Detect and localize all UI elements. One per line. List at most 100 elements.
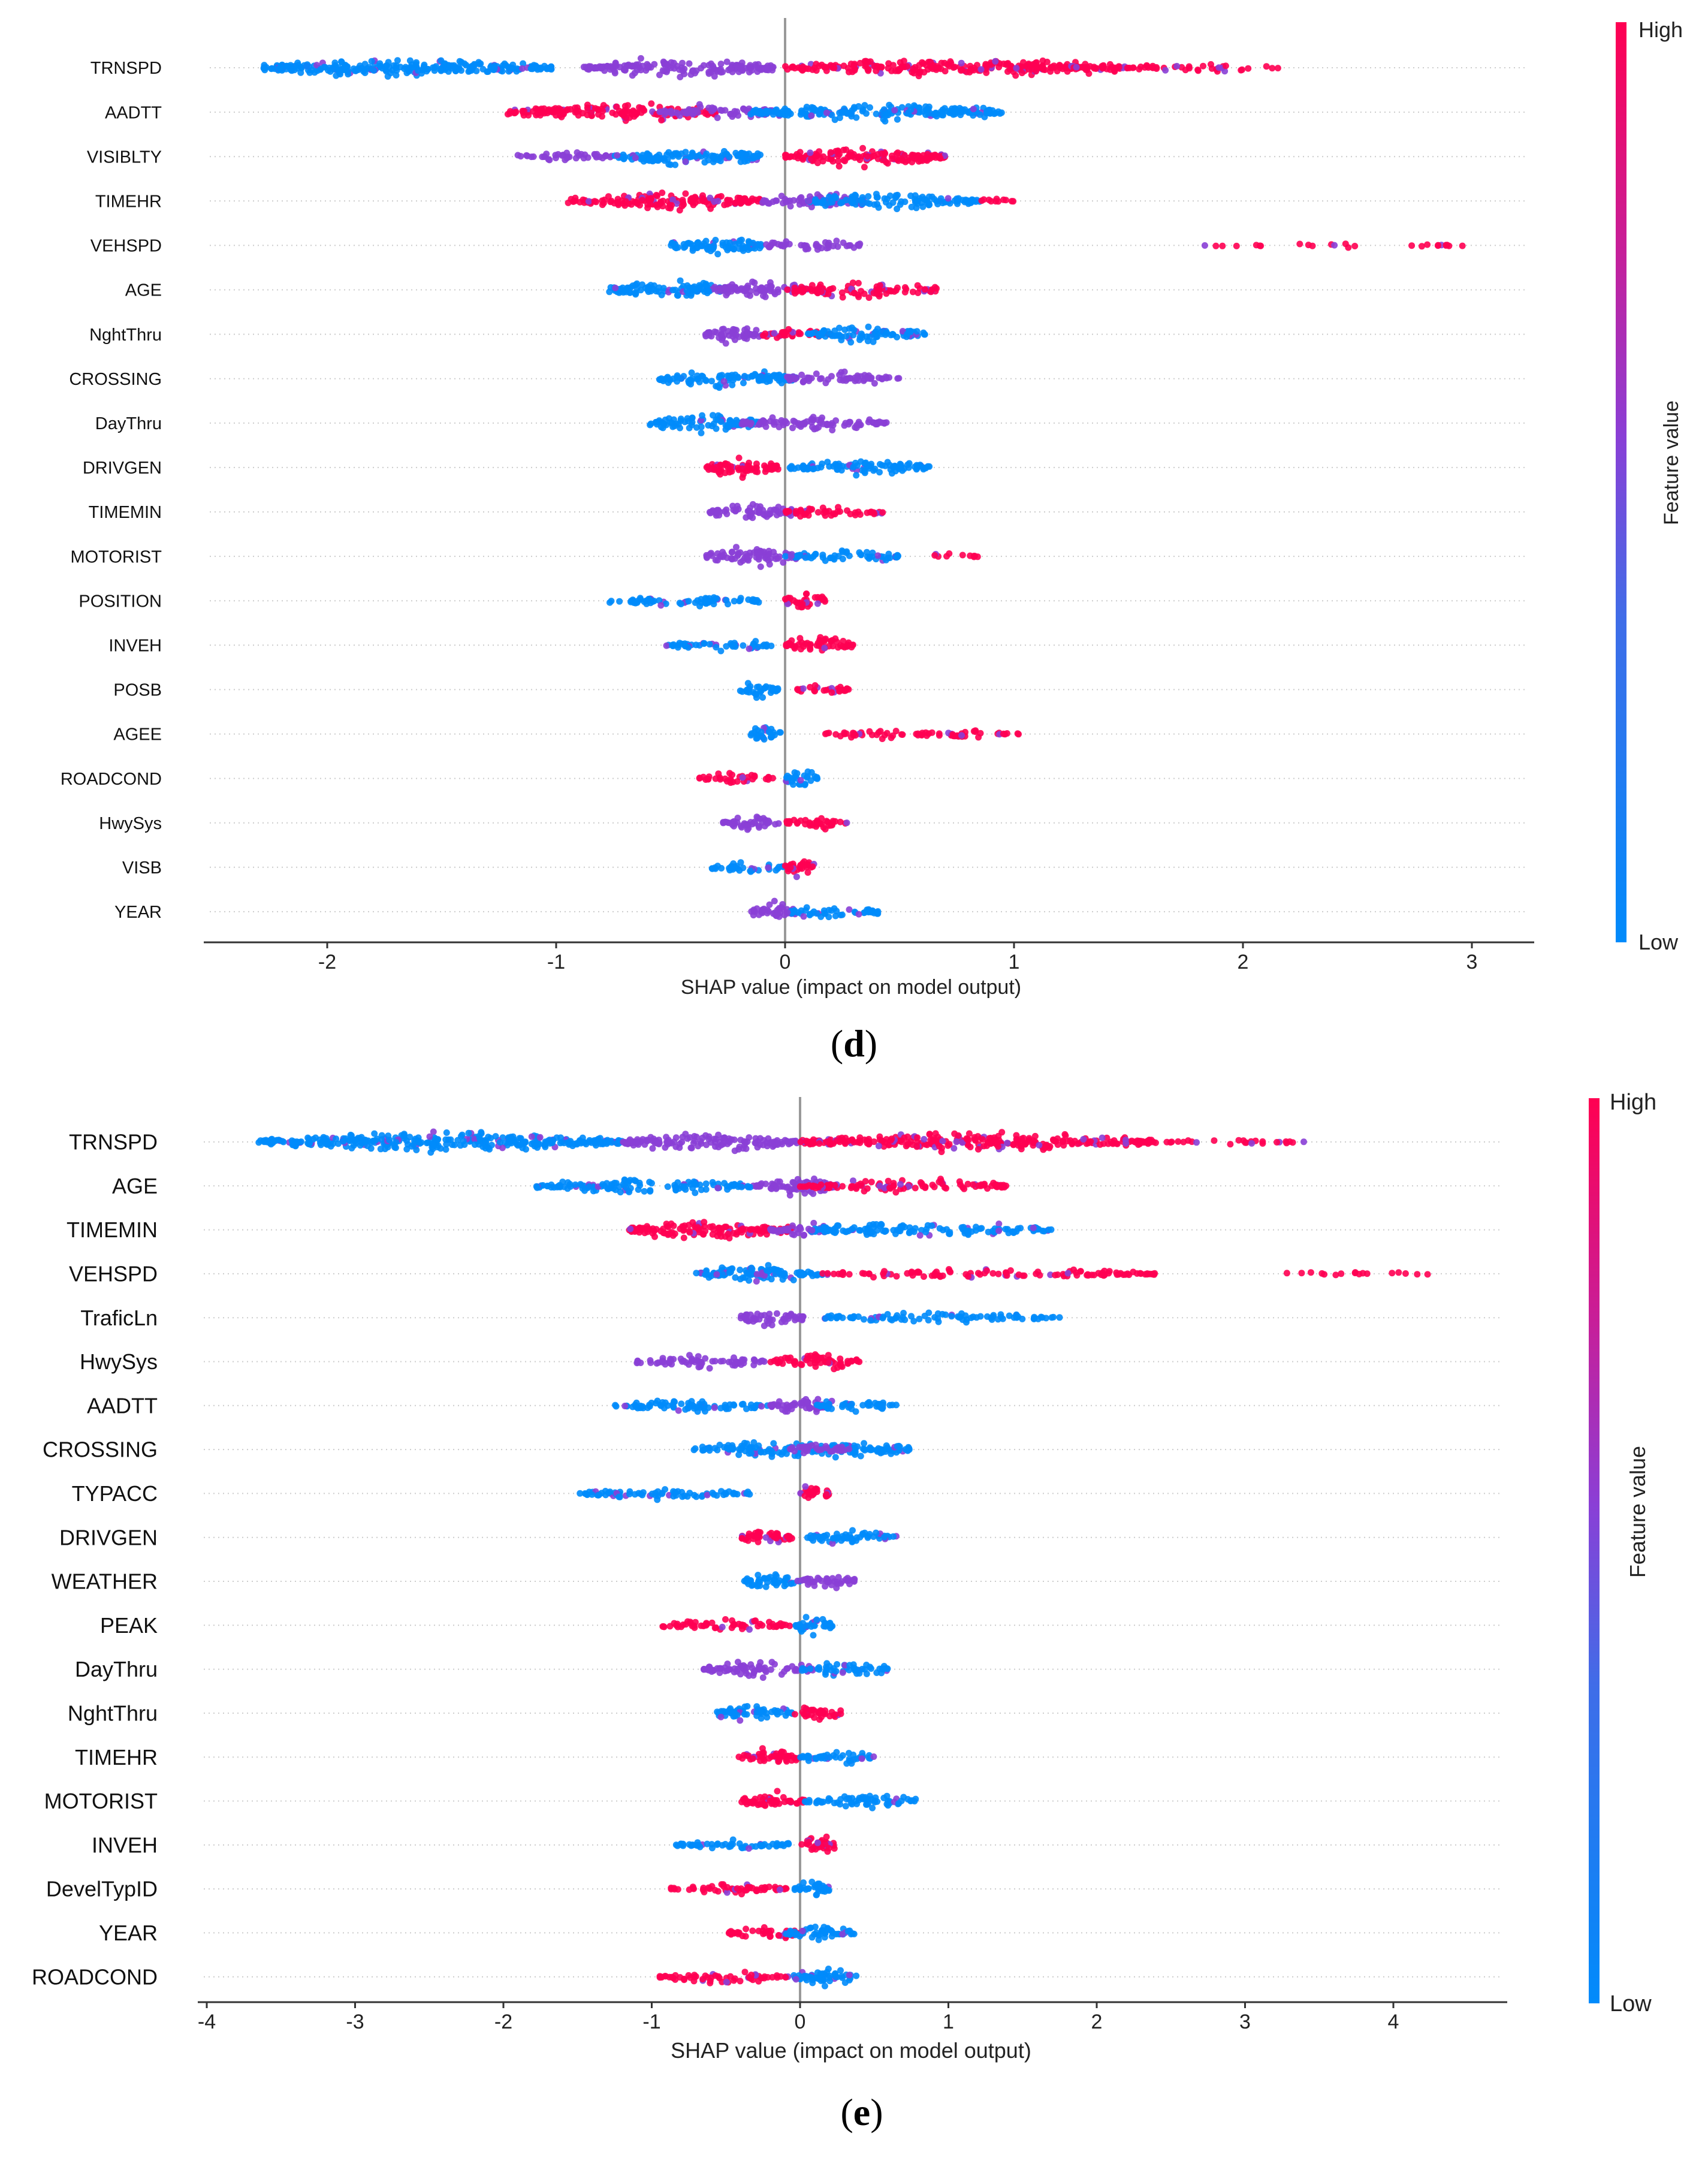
shap-dot — [832, 912, 839, 920]
shap-dot — [550, 106, 557, 113]
shap-dot — [823, 109, 830, 116]
shap-dot — [1014, 730, 1021, 737]
shap-dot — [939, 111, 946, 119]
shap-dot — [747, 867, 754, 875]
shap-dot — [827, 637, 834, 644]
feature-label: NghtThru — [89, 325, 162, 345]
shap-dot — [716, 774, 723, 781]
shap-dot — [866, 416, 873, 423]
shap-dot — [789, 424, 796, 432]
shap-dot — [722, 284, 728, 291]
shap-dot — [717, 107, 724, 114]
shap-dot — [802, 110, 810, 117]
shap-dot — [808, 506, 816, 513]
shap-dot — [1002, 197, 1009, 204]
shap-dot — [676, 1144, 683, 1151]
shap-dot — [1042, 67, 1048, 73]
shap-dot — [1115, 64, 1122, 71]
shap-dot — [765, 773, 772, 780]
shap-dot — [671, 1182, 678, 1189]
shap-dot — [825, 914, 832, 921]
shap-dot — [922, 465, 930, 472]
shap-dot — [813, 242, 820, 249]
shap-dot — [833, 237, 840, 245]
shap-dot — [808, 112, 815, 119]
shap-dot — [730, 325, 737, 333]
shap-dot — [801, 419, 808, 426]
shap-dot — [636, 595, 644, 602]
shap-dot — [947, 58, 954, 65]
shap-dot — [1025, 61, 1032, 68]
shap-dot — [410, 1141, 417, 1148]
shap-dot — [946, 1141, 953, 1148]
feature-label: ROADCOND — [61, 770, 162, 789]
shap-dot — [450, 64, 457, 71]
shap-dot — [1004, 1140, 1011, 1147]
panel-d-caption-letter: d — [843, 1022, 865, 1065]
shap-dot — [712, 556, 719, 563]
shap-dot — [707, 194, 714, 201]
shap-dot — [1036, 1141, 1043, 1149]
shap-dot — [970, 106, 977, 113]
shap-dot — [1233, 242, 1240, 249]
feature-label: DRIVGEN — [83, 459, 162, 478]
shap-dot — [1248, 1140, 1256, 1147]
shap-dot — [822, 379, 829, 387]
shap-dot — [727, 65, 734, 73]
shap-dot — [689, 247, 696, 254]
shap-dot — [831, 556, 838, 563]
shap-dot — [808, 418, 815, 426]
shap-dot — [659, 203, 666, 210]
shap-dot — [836, 114, 843, 121]
shap-dot — [1263, 63, 1270, 70]
shap-dot — [394, 57, 401, 64]
shap-dot — [885, 60, 892, 67]
shap-dot — [1141, 64, 1148, 71]
shap-dot — [1049, 64, 1056, 71]
shap-dot — [1408, 242, 1416, 249]
shap-dot — [626, 1136, 633, 1143]
shap-dot — [1259, 1138, 1266, 1145]
shap-dot — [1175, 1138, 1182, 1145]
shap-dot — [894, 333, 901, 340]
shap-dot — [852, 459, 859, 466]
shap-dot — [961, 106, 968, 113]
shap-dot — [659, 67, 666, 74]
shap-dot — [849, 193, 856, 200]
shap-dot — [988, 198, 995, 205]
shap-dot — [710, 601, 717, 608]
shap-dot — [838, 289, 846, 296]
shap-dot — [746, 645, 753, 652]
shap-dot — [814, 600, 821, 607]
shap-dot — [910, 65, 917, 73]
shap-dot — [726, 153, 733, 161]
feature-row-dots — [703, 544, 981, 570]
shap-dot — [829, 64, 837, 71]
shap-dot — [820, 328, 827, 335]
shap-dot — [713, 463, 720, 471]
shap-dot — [766, 560, 773, 568]
shap-dot — [876, 64, 883, 70]
shap-dot — [843, 819, 850, 827]
shap-dot — [698, 423, 705, 430]
shap-dot — [814, 509, 822, 516]
shap-dot — [959, 551, 966, 559]
shap-dot — [424, 65, 431, 73]
shap-dot — [797, 330, 804, 337]
shap-dot — [648, 1180, 655, 1187]
shap-dot — [728, 245, 735, 252]
shap-dot — [277, 63, 285, 70]
shap-dot — [773, 511, 780, 519]
shap-dot — [752, 690, 759, 697]
shap-dot — [505, 1135, 512, 1142]
shap-dot — [811, 773, 819, 780]
shap-dot — [723, 58, 731, 65]
shap-dot — [592, 1140, 599, 1147]
shap-dot — [687, 1144, 695, 1152]
shap-dot — [933, 285, 940, 292]
shap-dot — [1013, 65, 1020, 71]
shap-dot — [371, 1130, 378, 1137]
shap-dot — [608, 197, 615, 204]
shap-dot — [270, 1138, 277, 1145]
shap-dot — [385, 59, 392, 66]
